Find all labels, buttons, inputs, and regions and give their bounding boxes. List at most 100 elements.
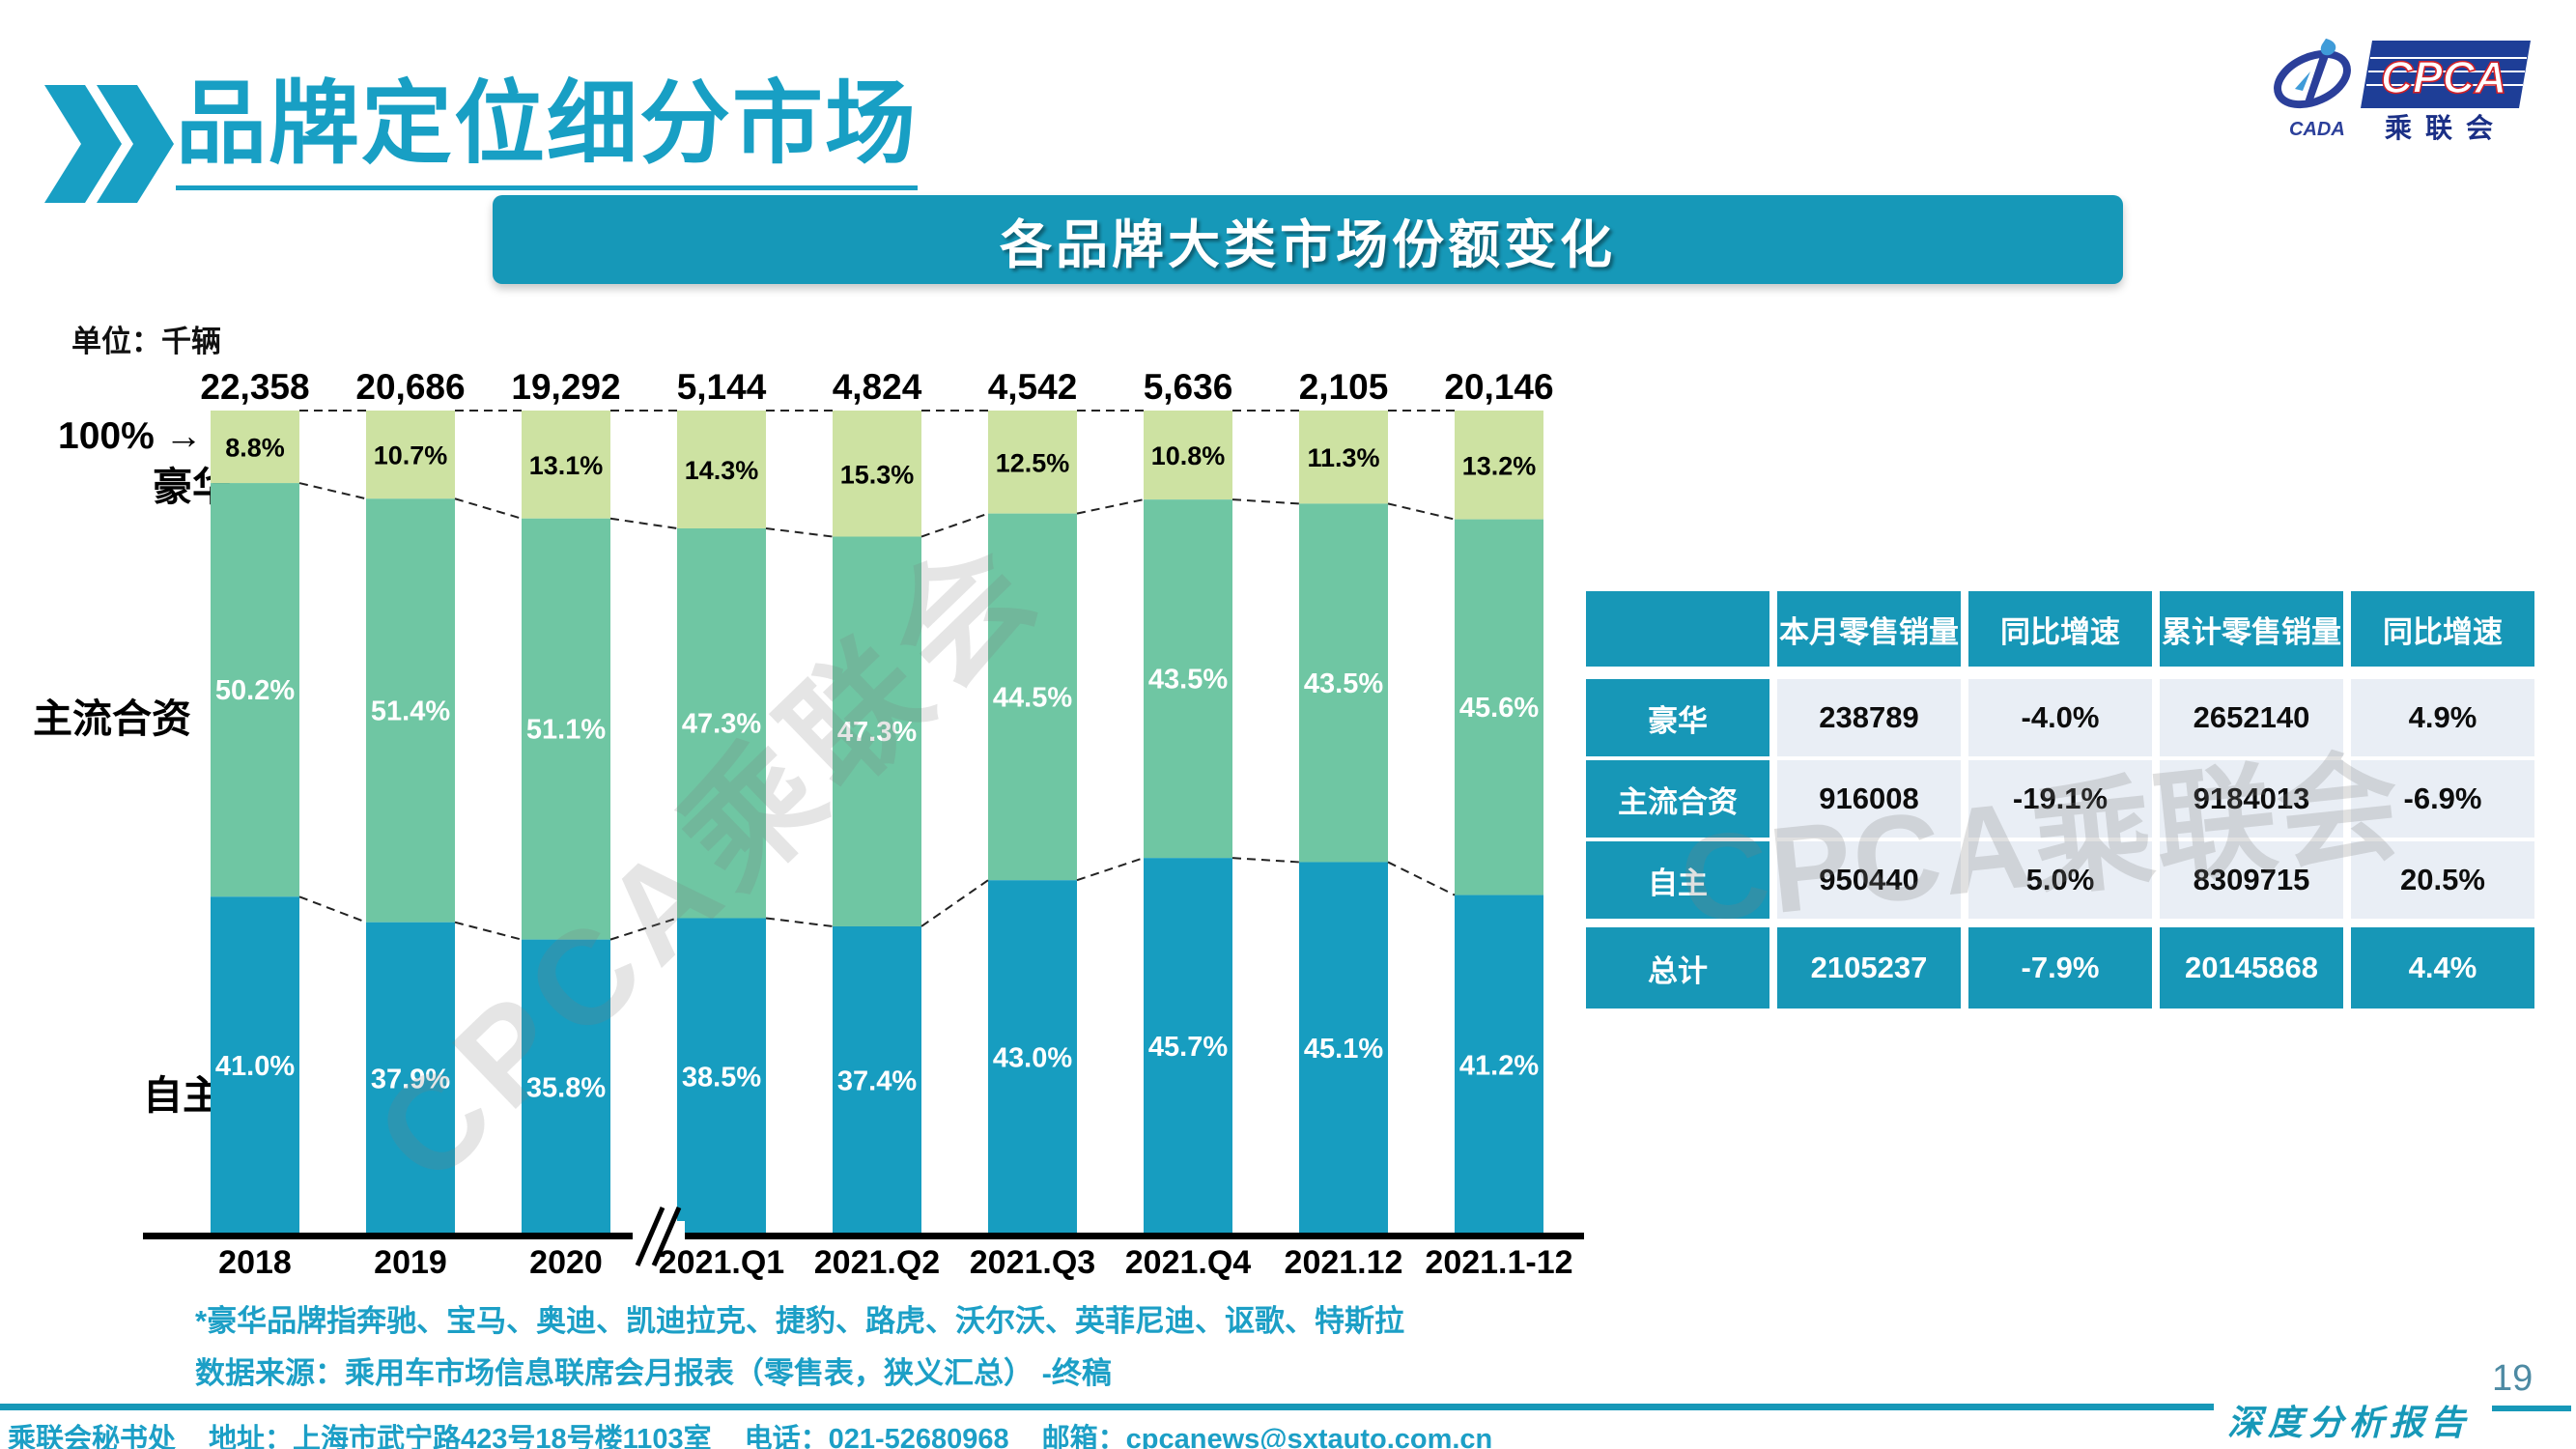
- chart-label: 51.4%: [371, 696, 450, 726]
- dashed-connector: [765, 526, 834, 538]
- bar-segment-主流合资: [988, 513, 1077, 881]
- table-row-label: 主流合资: [1586, 760, 1769, 838]
- chart-label: 8.8%: [225, 434, 285, 463]
- chart-label: 12.5%: [996, 448, 1070, 477]
- bar-segment-自主: [1144, 858, 1232, 1235]
- table-cell: 2652140: [2160, 679, 2343, 756]
- chart-title: 各品牌大类市场份额变化: [1000, 215, 1616, 274]
- bar-segment-豪华: [988, 411, 1077, 514]
- bar-segment-主流合资: [1299, 503, 1388, 863]
- bar-segment-自主: [366, 922, 455, 1235]
- bar-segment-自主: [211, 896, 299, 1235]
- axis-break-slash: [651, 1207, 682, 1266]
- right-arrow-icon: →: [164, 415, 203, 457]
- report-name: 深度分析报告: [2227, 1404, 2472, 1442]
- bar-segment-主流合资: [677, 527, 766, 919]
- table-row-label: 豪华: [1586, 679, 1769, 756]
- table-cell: 2105237: [1777, 927, 1961, 1009]
- footer-email: 邮箱：cpcanews@sxtauto.com.cn: [1041, 1424, 1493, 1449]
- dashed-connector: [1387, 502, 1456, 521]
- chart-label: 47.3%: [837, 717, 917, 748]
- chart-label: 43.0%: [993, 1043, 1072, 1074]
- chart-label: 50.2%: [215, 675, 295, 706]
- chart-label: 2018: [218, 1244, 292, 1281]
- chart-label: 10.7%: [374, 441, 448, 470]
- table-cell: 20145868: [2160, 927, 2343, 1009]
- chart-label: 11.3%: [1307, 443, 1379, 472]
- footer-divider: [0, 1404, 2214, 1410]
- chart-title-banner: 各品牌大类市场份额变化: [493, 195, 2123, 284]
- bar-segment-主流合资: [522, 518, 610, 940]
- table-header-cell: 累计零售销量: [2160, 591, 2343, 667]
- bar-segment-自主: [1299, 862, 1388, 1235]
- footer-address: 地址：上海市武宁路423号18号楼1103室: [209, 1424, 712, 1449]
- dashed-connector: [298, 482, 367, 500]
- hundred-percent-label: 100% →: [58, 415, 203, 457]
- table-corner-cell: [1586, 591, 1769, 667]
- dashed-connector: [609, 917, 678, 941]
- footer-contact: 乘联会秘书处 地址：上海市武宁路423号18号楼1103室 电话：021-526…: [8, 1416, 1492, 1449]
- dashed-connector: [920, 512, 989, 538]
- dashed-connector: [920, 879, 989, 927]
- table-cell: 8309715: [2160, 841, 2343, 919]
- logo-cpca-text: CPCA: [2381, 52, 2506, 102]
- dashed-connector: [454, 497, 523, 520]
- chart-label: 2021.1-12: [1425, 1244, 1572, 1281]
- chart-label: 37.4%: [837, 1065, 917, 1096]
- axis-break-gap: [633, 1221, 685, 1248]
- chart-label: 43.5%: [1304, 668, 1383, 699]
- bar-segment-主流合资: [1144, 499, 1232, 859]
- bar-segment-豪华: [522, 411, 610, 519]
- bar-segment-自主: [677, 918, 766, 1236]
- chart-label: 2021.Q4: [1125, 1244, 1252, 1281]
- chart-label: 2021.Q2: [814, 1244, 940, 1281]
- table-cell: -6.9%: [2351, 760, 2534, 838]
- dashed-connector: [1387, 861, 1456, 896]
- x-axis: [143, 1233, 1584, 1239]
- logo-cn-text: 乘联会: [2385, 113, 2506, 141]
- table-cell: 238789: [1777, 679, 1961, 756]
- chart-label: 2,105: [1299, 367, 1389, 407]
- chart-label: 2021.Q1: [659, 1244, 784, 1281]
- chart-label: 45.6%: [1459, 693, 1539, 724]
- table-header-cell: 本月零售销量: [1777, 591, 1961, 667]
- bar-segment-主流合资: [833, 536, 921, 926]
- footer-phone: 电话：021-52680968: [744, 1424, 1009, 1449]
- chart-label: 45.7%: [1148, 1032, 1228, 1063]
- chart-label: 14.3%: [685, 456, 759, 485]
- table-cell: 4.4%: [2351, 927, 2534, 1009]
- chart-label: 5,144: [677, 367, 767, 407]
- chart-label: 35.8%: [526, 1072, 606, 1103]
- chart-label: 4,542: [988, 367, 1078, 407]
- table-cell: 4.9%: [2351, 679, 2534, 756]
- chart-label: 4,824: [833, 367, 922, 407]
- chart-label: 2020: [529, 1244, 603, 1281]
- logo-cada-text: CADA: [2289, 119, 2345, 140]
- unit-label: 单位：千辆: [71, 325, 221, 358]
- chart-label: 10.8%: [1151, 441, 1226, 470]
- footnote-luxury-brands: *豪华品牌指奔驰、宝马、奥迪、凯迪拉克、捷豹、路虎、沃尔沃、英菲尼迪、讴歌、特斯…: [195, 1304, 1405, 1338]
- chart-label: 2021.Q3: [970, 1244, 1095, 1281]
- dashed-connector: [765, 917, 834, 927]
- bar-segment-豪华: [1299, 411, 1388, 504]
- bar-segment-主流合资: [1455, 519, 1543, 895]
- bar-segment-豪华: [833, 411, 921, 537]
- dashed-connector: [1076, 498, 1145, 515]
- table-cell: 5.0%: [1968, 841, 2152, 919]
- table-header-cell: 同比增速: [1968, 591, 2152, 667]
- page-title: 品牌定位细分市场: [176, 71, 919, 191]
- page-number: 19: [2492, 1358, 2534, 1399]
- bar-segment-自主: [1455, 895, 1543, 1235]
- bar-segment-自主: [988, 880, 1077, 1235]
- dashed-connector: [1231, 857, 1300, 864]
- cpca-logo-emblem: [2274, 39, 2351, 109]
- table-cell: 9184013: [2160, 760, 2343, 838]
- chart-label: 19,292: [511, 367, 620, 407]
- chart-label: 2019: [374, 1244, 447, 1281]
- footer-secretariat: 乘联会秘书处: [8, 1424, 177, 1449]
- chart-label: 20,146: [1444, 367, 1553, 407]
- table-cell: -19.1%: [1968, 760, 2152, 838]
- cpca-logo: CADA CPCA 乘联会: [2274, 39, 2531, 141]
- table-cell: 20.5%: [2351, 841, 2534, 919]
